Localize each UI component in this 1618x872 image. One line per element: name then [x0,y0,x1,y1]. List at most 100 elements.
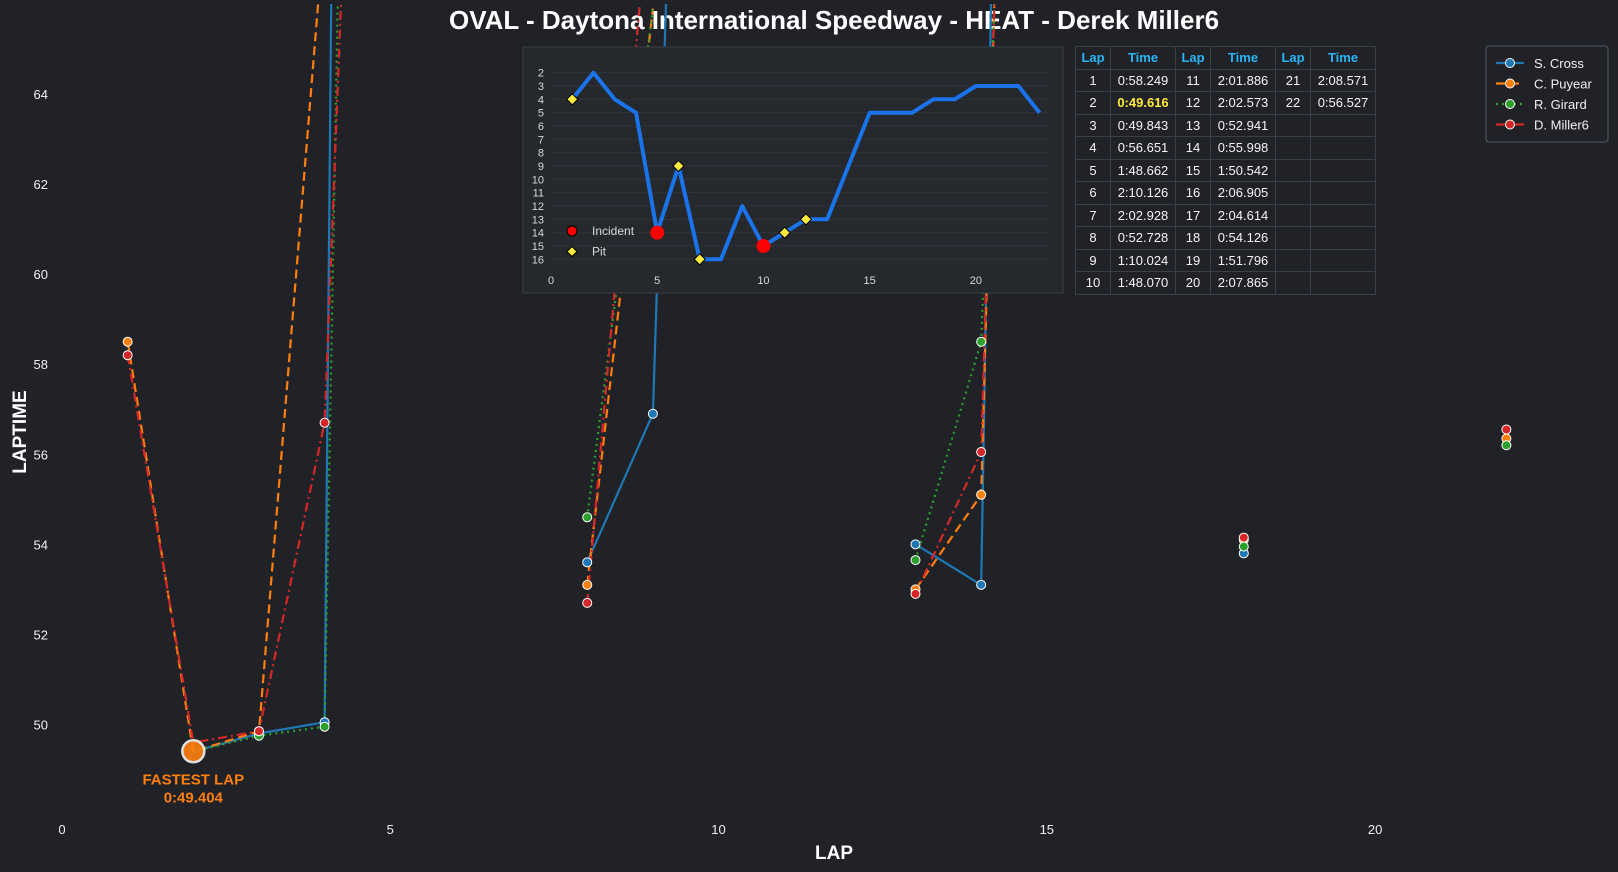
table-row: 1 0:58.249 11 2:01.886 21 2:08.571 [1075,68,1376,92]
table-cell: 2:07.865 [1210,271,1276,295]
legend: S. Cross C. Puyear R. Girard D. Miller6 [1485,45,1609,143]
data-point [910,588,921,599]
x-tick-label: 5 [387,822,394,837]
inset-y-tick-label: 9 [538,161,544,173]
pit-marker [693,253,706,266]
data-point [319,721,330,732]
incident-marker [756,239,771,253]
inset-y-tick-label: 16 [532,254,544,266]
data-point [1238,541,1249,552]
legend-label: D. Miller6 [1534,118,1589,133]
pit-marker [799,213,813,226]
table-cell: 22 [1275,91,1311,115]
y-tick-label: 52 [34,627,48,642]
data-point [976,489,987,500]
table-cell: 2 [1075,91,1111,115]
table-cell: 2:08.571 [1310,68,1376,92]
inset-y-tick-label: 11 [533,188,544,200]
y-tick-label: 60 [34,267,48,282]
table-cell: 12 [1175,91,1211,115]
table-cell: 0:49.843 [1110,113,1176,137]
table-cell: 2:02.928 [1110,203,1176,227]
data-point [910,555,921,566]
table-cell: 21 [1275,68,1311,92]
inset-y-tick-label: 12 [532,201,544,213]
x-tick-label: 0 [58,822,65,837]
fastest-lap-text: 0:49.404 [164,789,224,806]
table-header-cell: Lap [1075,46,1111,70]
table-row: 4 0:56.651 14 0:55.998 [1075,136,1376,160]
table-cell: 0:58.249 [1110,68,1176,92]
inset-y-tick-label: 15 [532,241,544,253]
table-row: 9 1:10.024 19 1:51.796 [1075,248,1376,272]
inset-y-tick-label: 13 [532,214,544,226]
data-point [122,336,133,347]
table-cell [1275,248,1311,272]
table-cell: 20 [1175,271,1211,295]
table-cell [1310,158,1376,182]
table-cell: 1:48.070 [1110,271,1176,295]
table-cell [1275,226,1311,250]
legend-label: C. Puyear [1534,77,1592,92]
pit-marker [566,93,579,106]
x-tick-label: 15 [1040,822,1054,837]
data-point [122,350,133,361]
table-cell [1310,248,1376,272]
table-cell [1310,181,1376,205]
table-cell: 17 [1175,203,1211,227]
table-row: 6 2:10.126 16 2:06.905 [1075,181,1376,205]
table-header-cell: Time [1210,46,1276,70]
legend-label: S. Cross [1534,56,1584,71]
data-point [1501,440,1512,451]
table-cell [1310,203,1376,227]
data-point [976,579,987,590]
table-cell: 16 [1175,181,1211,205]
x-tick-label: 20 [1368,822,1382,837]
table-cell: 0:52.941 [1210,113,1276,137]
table-row: 3 0:49.843 13 0:52.941 [1075,113,1376,137]
pit-marker [672,159,685,173]
table-cell: 4 [1075,136,1111,160]
y-tick-label: 58 [34,357,48,372]
inset-y-tick-label: 4 [538,94,544,106]
table-cell [1275,136,1311,160]
table-cell [1310,113,1376,137]
table-cell: 0:56.651 [1110,136,1176,160]
table-row: 10 1:48.070 20 2:07.865 [1075,271,1376,295]
table-header-cell: Lap [1175,46,1211,70]
table-cell: 10 [1075,271,1111,295]
table-cell: 2:10.126 [1110,181,1176,205]
table-cell: 0:52.728 [1110,226,1176,250]
y-tick-label: 62 [34,177,48,192]
table-cell: 18 [1175,226,1211,250]
inset-x-tick-label: 0 [548,275,554,287]
table-cell: 2:04.614 [1210,203,1276,227]
data-point [976,447,987,458]
inset-x-tick-label: 20 [970,275,982,287]
inset-y-tick-label: 14 [532,228,544,240]
x-axis-label: LAP [815,843,853,864]
inset-y-tick-label: 6 [538,121,544,133]
legend-label: R. Girard [1534,97,1587,112]
table-cell: 3 [1075,113,1111,137]
fastest-lap-text: FASTEST LAP [142,771,244,788]
table-cell: 8 [1075,226,1111,250]
inset-legend-label: Pit [592,245,607,259]
data-point [582,557,593,568]
x-axis-ticks: 0 5 10 15 20 [58,822,1382,837]
inset-legend-label: Incident [592,224,635,238]
inset-y-tick-label: 3 [538,81,544,93]
y-tick-label: 56 [34,447,48,462]
table-cell [1310,136,1376,160]
data-point [582,597,593,608]
table-cell: 2:01.886 [1210,68,1276,92]
table-cell: 5 [1075,158,1111,182]
data-point [582,512,593,523]
table-cell: 15 [1175,158,1211,182]
table-cell: 19 [1175,248,1211,272]
lap-times-table: Lap Time Lap Time Lap Time 1 0:58.249 11 2:01.88… [1075,46,1376,295]
table-cell: 2:02.573 [1210,91,1276,115]
data-point [582,579,593,590]
